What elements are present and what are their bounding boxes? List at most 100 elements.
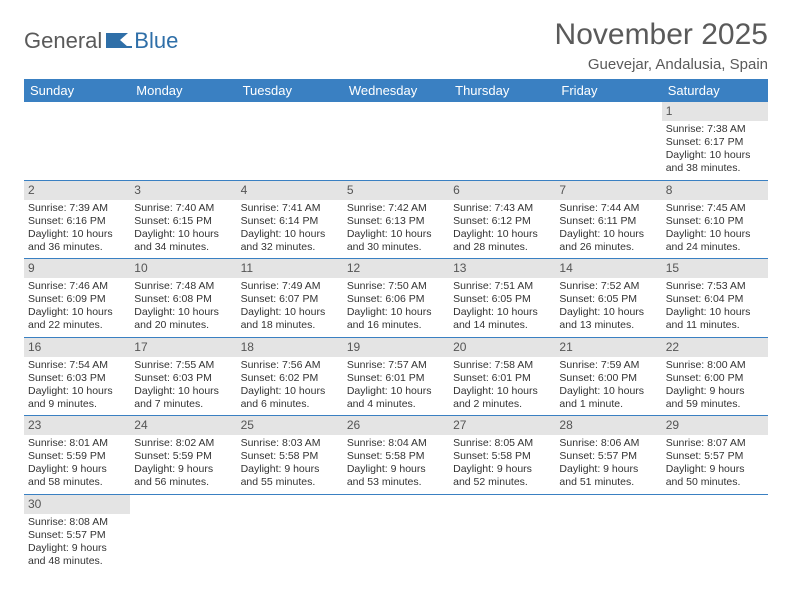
sunrise-line: Sunrise: 7:39 AM [28,202,126,215]
sunset-line: Sunset: 6:10 PM [666,215,764,228]
calendar-day: 25Sunrise: 8:03 AMSunset: 5:58 PMDayligh… [237,416,343,495]
sunset-line: Sunset: 6:16 PM [28,215,126,228]
day-number: 15 [662,259,768,278]
day-number: 25 [237,416,343,435]
calendar-empty [555,494,661,572]
daylight-line: Daylight: 10 hours and 11 minutes. [666,306,764,332]
calendar-empty [237,494,343,572]
day-body: Sunrise: 7:46 AMSunset: 6:09 PMDaylight:… [24,278,130,337]
calendar-empty [24,102,130,180]
sunrise-line: Sunrise: 7:52 AM [559,280,657,293]
location: Guevejar, Andalusia, Spain [555,56,768,73]
calendar-empty [343,494,449,572]
daylight-line: Daylight: 10 hours and 1 minute. [559,385,657,411]
sunset-line: Sunset: 6:00 PM [666,372,764,385]
weekday-row: SundayMondayTuesdayWednesdayThursdayFrid… [24,79,768,102]
weekday-header: Friday [555,79,661,102]
calendar-week: 1Sunrise: 7:38 AMSunset: 6:17 PMDaylight… [24,102,768,180]
day-body: Sunrise: 8:04 AMSunset: 5:58 PMDaylight:… [343,435,449,494]
sunrise-line: Sunrise: 8:07 AM [666,437,764,450]
calendar-day: 7Sunrise: 7:44 AMSunset: 6:11 PMDaylight… [555,180,661,259]
calendar-day: 27Sunrise: 8:05 AMSunset: 5:58 PMDayligh… [449,416,555,495]
daylight-line: Daylight: 10 hours and 36 minutes. [28,228,126,254]
sunset-line: Sunset: 6:03 PM [28,372,126,385]
daylight-line: Daylight: 10 hours and 30 minutes. [347,228,445,254]
day-number: 16 [24,338,130,357]
day-number: 12 [343,259,449,278]
daylight-line: Daylight: 10 hours and 28 minutes. [453,228,551,254]
sunrise-line: Sunrise: 8:00 AM [666,359,764,372]
sunset-line: Sunset: 6:17 PM [666,136,764,149]
sunrise-line: Sunrise: 7:54 AM [28,359,126,372]
daylight-line: Daylight: 9 hours and 55 minutes. [241,463,339,489]
daylight-line: Daylight: 10 hours and 6 minutes. [241,385,339,411]
day-body: Sunrise: 7:54 AMSunset: 6:03 PMDaylight:… [24,357,130,416]
day-body: Sunrise: 7:48 AMSunset: 6:08 PMDaylight:… [130,278,236,337]
sunset-line: Sunset: 6:06 PM [347,293,445,306]
calendar-day: 14Sunrise: 7:52 AMSunset: 6:05 PMDayligh… [555,259,661,338]
day-body: Sunrise: 7:55 AMSunset: 6:03 PMDaylight:… [130,357,236,416]
sunset-line: Sunset: 5:57 PM [666,450,764,463]
daylight-line: Daylight: 10 hours and 32 minutes. [241,228,339,254]
day-number: 18 [237,338,343,357]
sunset-line: Sunset: 6:04 PM [666,293,764,306]
calendar-week: 2Sunrise: 7:39 AMSunset: 6:16 PMDaylight… [24,180,768,259]
sunrise-line: Sunrise: 8:04 AM [347,437,445,450]
daylight-line: Daylight: 9 hours and 53 minutes. [347,463,445,489]
day-body: Sunrise: 8:01 AMSunset: 5:59 PMDaylight:… [24,435,130,494]
day-number: 6 [449,181,555,200]
day-body: Sunrise: 7:57 AMSunset: 6:01 PMDaylight:… [343,357,449,416]
day-number: 1 [662,102,768,121]
day-body: Sunrise: 7:44 AMSunset: 6:11 PMDaylight:… [555,200,661,259]
daylight-line: Daylight: 10 hours and 14 minutes. [453,306,551,332]
sunset-line: Sunset: 6:00 PM [559,372,657,385]
daylight-line: Daylight: 10 hours and 34 minutes. [134,228,232,254]
sunrise-line: Sunrise: 7:59 AM [559,359,657,372]
calendar-empty [449,494,555,572]
sunset-line: Sunset: 5:59 PM [134,450,232,463]
sunrise-line: Sunrise: 7:41 AM [241,202,339,215]
sunrise-line: Sunrise: 8:08 AM [28,516,126,529]
sunrise-line: Sunrise: 7:49 AM [241,280,339,293]
daylight-line: Daylight: 10 hours and 13 minutes. [559,306,657,332]
calendar-day: 18Sunrise: 7:56 AMSunset: 6:02 PMDayligh… [237,337,343,416]
day-body: Sunrise: 7:58 AMSunset: 6:01 PMDaylight:… [449,357,555,416]
sunset-line: Sunset: 6:12 PM [453,215,551,228]
sunset-line: Sunset: 5:57 PM [28,529,126,542]
calendar-day: 30Sunrise: 8:08 AMSunset: 5:57 PMDayligh… [24,494,130,572]
calendar-day: 16Sunrise: 7:54 AMSunset: 6:03 PMDayligh… [24,337,130,416]
daylight-line: Daylight: 9 hours and 48 minutes. [28,542,126,568]
calendar-day: 12Sunrise: 7:50 AMSunset: 6:06 PMDayligh… [343,259,449,338]
sunset-line: Sunset: 5:58 PM [453,450,551,463]
page-header: General Blue November 2025 Guevejar, And… [24,18,768,73]
day-number: 9 [24,259,130,278]
day-number: 5 [343,181,449,200]
calendar-day: 10Sunrise: 7:48 AMSunset: 6:08 PMDayligh… [130,259,236,338]
day-body: Sunrise: 7:59 AMSunset: 6:00 PMDaylight:… [555,357,661,416]
day-number: 8 [662,181,768,200]
day-body: Sunrise: 7:52 AMSunset: 6:05 PMDaylight:… [555,278,661,337]
day-body: Sunrise: 7:42 AMSunset: 6:13 PMDaylight:… [343,200,449,259]
day-body: Sunrise: 8:05 AMSunset: 5:58 PMDaylight:… [449,435,555,494]
day-body: Sunrise: 8:02 AMSunset: 5:59 PMDaylight:… [130,435,236,494]
weekday-header: Wednesday [343,79,449,102]
sunrise-line: Sunrise: 7:51 AM [453,280,551,293]
day-body: Sunrise: 8:00 AMSunset: 6:00 PMDaylight:… [662,357,768,416]
calendar-day: 29Sunrise: 8:07 AMSunset: 5:57 PMDayligh… [662,416,768,495]
weekday-header: Tuesday [237,79,343,102]
weekday-header: Sunday [24,79,130,102]
sunrise-line: Sunrise: 7:40 AM [134,202,232,215]
daylight-line: Daylight: 10 hours and 26 minutes. [559,228,657,254]
day-body: Sunrise: 7:40 AMSunset: 6:15 PMDaylight:… [130,200,236,259]
sunset-line: Sunset: 6:01 PM [453,372,551,385]
sunrise-line: Sunrise: 7:44 AM [559,202,657,215]
day-number: 13 [449,259,555,278]
sunrise-line: Sunrise: 7:57 AM [347,359,445,372]
logo: General Blue [24,18,178,54]
daylight-line: Daylight: 10 hours and 22 minutes. [28,306,126,332]
weekday-header: Thursday [449,79,555,102]
calendar-day: 11Sunrise: 7:49 AMSunset: 6:07 PMDayligh… [237,259,343,338]
calendar-week: 30Sunrise: 8:08 AMSunset: 5:57 PMDayligh… [24,494,768,572]
sunrise-line: Sunrise: 7:55 AM [134,359,232,372]
daylight-line: Daylight: 10 hours and 2 minutes. [453,385,551,411]
